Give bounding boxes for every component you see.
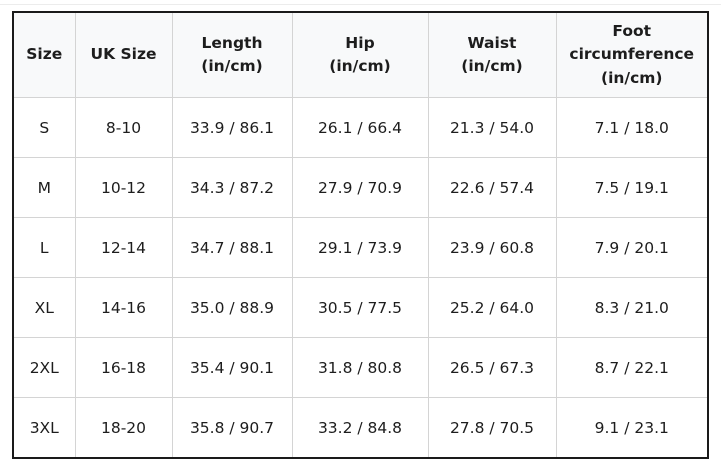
cell-waist: 23.9 / 60.8 (427, 217, 557, 278)
cell-uk-size: 16-18 (74, 337, 173, 398)
cell-length: 33.9 / 86.1 (171, 97, 293, 158)
cell-foot-circumference: 8.3 / 21.0 (555, 277, 709, 338)
cell-hip: 30.5 / 77.5 (291, 277, 429, 338)
cell-hip: 31.8 / 80.8 (291, 337, 429, 398)
table-row-2xl: 2XL 16-18 35.4 / 90.1 31.8 / 80.8 26.5 /… (12, 337, 709, 398)
cell-foot-circumference: 7.1 / 18.0 (555, 97, 709, 158)
cell-waist: 25.2 / 64.0 (427, 277, 557, 338)
cell-foot-circumference: 9.1 / 23.1 (555, 397, 709, 459)
col-header-hip: Hip (in/cm) (291, 11, 429, 98)
cell-size: L (12, 217, 76, 278)
cell-foot-circumference: 8.7 / 22.1 (555, 337, 709, 398)
table-row-m: M 10-12 34.3 / 87.2 27.9 / 70.9 22.6 / 5… (12, 157, 709, 218)
cell-waist: 27.8 / 70.5 (427, 397, 557, 459)
cell-uk-size: 10-12 (74, 157, 173, 218)
header-row: Size UK Size Length (in/cm) Hip (in/cm) … (12, 11, 709, 98)
cell-length: 35.8 / 90.7 (171, 397, 293, 459)
cell-length: 34.7 / 88.1 (171, 217, 293, 278)
cell-foot-circumference: 7.5 / 19.1 (555, 157, 709, 218)
cell-hip: 33.2 / 84.8 (291, 397, 429, 459)
cell-hip: 26.1 / 66.4 (291, 97, 429, 158)
col-header-foot-circumference: Foot circumference (in/cm) (555, 11, 709, 98)
cell-length: 34.3 / 87.2 (171, 157, 293, 218)
cell-size: 2XL (12, 337, 76, 398)
cell-uk-size: 18-20 (74, 397, 173, 459)
cell-hip: 29.1 / 73.9 (291, 217, 429, 278)
cell-size: M (12, 157, 76, 218)
table-row-3xl: 3XL 18-20 35.8 / 90.7 33.2 / 84.8 27.8 /… (12, 397, 709, 459)
cell-size: XL (12, 277, 76, 338)
cell-size: 3XL (12, 397, 76, 459)
size-chart-body: S 8-10 33.9 / 86.1 26.1 / 66.4 21.3 / 54… (12, 97, 709, 459)
page-divider-line (0, 4, 721, 5)
table-row-s: S 8-10 33.9 / 86.1 26.1 / 66.4 21.3 / 54… (12, 97, 709, 158)
col-header-uk-size: UK Size (74, 11, 173, 98)
cell-waist: 26.5 / 67.3 (427, 337, 557, 398)
cell-waist: 21.3 / 54.0 (427, 97, 557, 158)
cell-hip: 27.9 / 70.9 (291, 157, 429, 218)
cell-uk-size: 14-16 (74, 277, 173, 338)
col-header-waist: Waist (in/cm) (427, 11, 557, 98)
cell-size: S (12, 97, 76, 158)
cell-foot-circumference: 7.9 / 20.1 (555, 217, 709, 278)
table-row-l: L 12-14 34.7 / 88.1 29.1 / 73.9 23.9 / 6… (12, 217, 709, 278)
table-row-xl: XL 14-16 35.0 / 88.9 30.5 / 77.5 25.2 / … (12, 277, 709, 338)
cell-length: 35.0 / 88.9 (171, 277, 293, 338)
size-chart-table: Size UK Size Length (in/cm) Hip (in/cm) … (12, 11, 709, 459)
cell-uk-size: 12-14 (74, 217, 173, 278)
cell-length: 35.4 / 90.1 (171, 337, 293, 398)
col-header-size: Size (12, 11, 76, 98)
cell-uk-size: 8-10 (74, 97, 173, 158)
col-header-length: Length (in/cm) (171, 11, 293, 98)
cell-waist: 22.6 / 57.4 (427, 157, 557, 218)
